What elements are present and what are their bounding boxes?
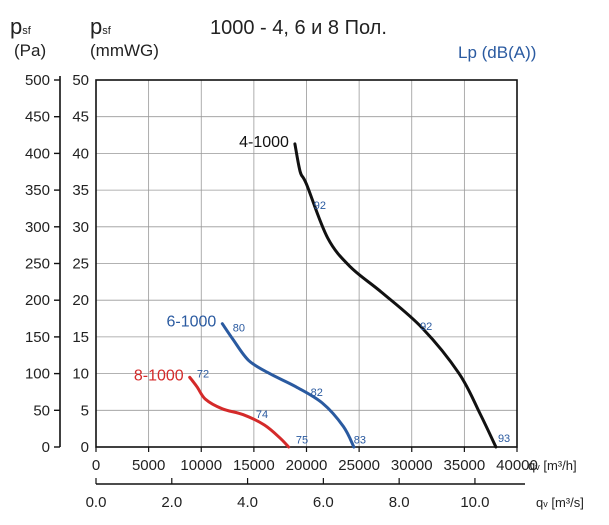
y-axis-mmwg: 0 5 10 15 20 25 30 35 40 45 50 [72, 72, 89, 456]
y-pa-tick-label: 400 [25, 145, 50, 162]
y-pa-tick-label: 150 [25, 329, 50, 346]
y-axis-pa: 0 50 100 150 200 250 300 350 400 450 500 [25, 72, 60, 456]
y-inner-symbol: p [90, 14, 102, 39]
y-pa-tick-label: 500 [25, 72, 50, 89]
y-mmwg-tick-label: 0 [81, 439, 89, 456]
y-pa-tick-label: 300 [25, 219, 50, 236]
x-m3s-tick-label: 2.0 [161, 494, 182, 511]
grid [95, 79, 518, 448]
x-m3h-tick-label: 30000 [391, 457, 433, 474]
y-left-unit: (Pa) [14, 41, 46, 60]
x1-subscript: v [535, 462, 540, 472]
y-left-axis-label: psf [10, 14, 32, 39]
y-pa-tick-label: 100 [25, 366, 50, 383]
y-mmwg-tick-label: 50 [72, 72, 89, 89]
y-mmwg-tick-label: 40 [72, 145, 89, 162]
sound-level-value: 74 [256, 409, 268, 421]
x-axis-m3h-label: qv [m³/h] [528, 458, 577, 473]
chart-title: 1000 - 4, 6 и 8 Пол. [210, 17, 387, 39]
x-m3h-tick-label: 10000 [180, 457, 222, 474]
x2-unit: [m³/s] [548, 495, 584, 510]
sound-level-value: 72 [197, 369, 209, 381]
x-m3h-tick-label: 40000 [496, 457, 538, 474]
y-left-symbol: p [10, 14, 22, 39]
y-pa-tick-label: 50 [33, 402, 50, 419]
x1-unit: [m³/h] [540, 458, 577, 473]
series-line-6-1000 [220, 322, 356, 449]
y-left-subscript: sf [22, 25, 32, 37]
y-pa-tick-label: 0 [42, 439, 50, 456]
x-axis-m3h: 0 5000 10000 15000 20000 25000 30000 35000 40000 [92, 447, 538, 474]
series-name-label: 8-1000 [134, 367, 184, 384]
series: 4-1000 92 92 93 6-1000 80 82 83 8-1000 72 74 75 [134, 134, 510, 449]
y-pa-tick-label: 350 [25, 182, 50, 199]
x-m3h-tick-label: 35000 [444, 457, 486, 474]
x-m3h-tick-label: 5000 [132, 457, 165, 474]
y-mmwg-tick-label: 30 [72, 219, 89, 236]
sound-level-value: 92 [420, 321, 432, 333]
x2-symbol: q [536, 495, 543, 510]
x-m3h-tick-label: 20000 [286, 457, 328, 474]
series-name-label: 4-1000 [239, 134, 289, 151]
sound-level-label: Lp (dB(A)) [458, 43, 536, 62]
x-m3s-tick-label: 6.0 [313, 494, 334, 511]
series-line-8-1000 [188, 375, 291, 449]
x2-subscript: v [543, 499, 548, 509]
y-mmwg-tick-label: 20 [72, 292, 89, 309]
x-m3h-tick-label: 25000 [338, 457, 380, 474]
x-m3h-tick-label: 15000 [233, 457, 275, 474]
x-m3s-tick-label: 10.0 [460, 494, 489, 511]
sound-level-value: 83 [354, 435, 366, 447]
sound-level-value: 80 [233, 322, 245, 334]
series-line-4-1000 [293, 142, 498, 449]
sound-level-value: 75 [296, 435, 308, 447]
x-axis-m3s: 0.0 2.0 4.0 6.0 8.0 10.0 [86, 478, 490, 511]
y-mmwg-tick-label: 25 [72, 256, 89, 273]
y-pa-tick-label: 450 [25, 109, 50, 126]
x-m3s-tick-label: 8.0 [389, 494, 410, 511]
x-m3s-tick-label: 0.0 [86, 494, 107, 511]
x-m3h-tick-label: 0 [92, 457, 100, 474]
y-mmwg-tick-label: 45 [72, 109, 89, 126]
y-pa-tick-label: 250 [25, 256, 50, 273]
y-inner-unit: (mmWG) [90, 41, 159, 60]
y-mmwg-tick-label: 15 [72, 329, 89, 346]
y-mmwg-tick-label: 35 [72, 182, 89, 199]
y-inner-subscript: sf [102, 25, 112, 37]
x1-symbol: q [528, 458, 535, 473]
sound-level-value: 82 [311, 387, 323, 399]
y-mmwg-tick-label: 10 [72, 366, 89, 383]
x-axis-m3s-label: qv [m³/s] [536, 495, 584, 510]
sound-level-value: 92 [314, 200, 326, 212]
y-inner-axis-label: psf [90, 14, 112, 39]
sound-level-value: 93 [498, 433, 510, 445]
series-name-label: 6-1000 [166, 314, 216, 331]
y-mmwg-tick-label: 5 [81, 402, 89, 419]
y-pa-tick-label: 200 [25, 292, 50, 309]
x-m3s-tick-label: 4.0 [237, 494, 258, 511]
